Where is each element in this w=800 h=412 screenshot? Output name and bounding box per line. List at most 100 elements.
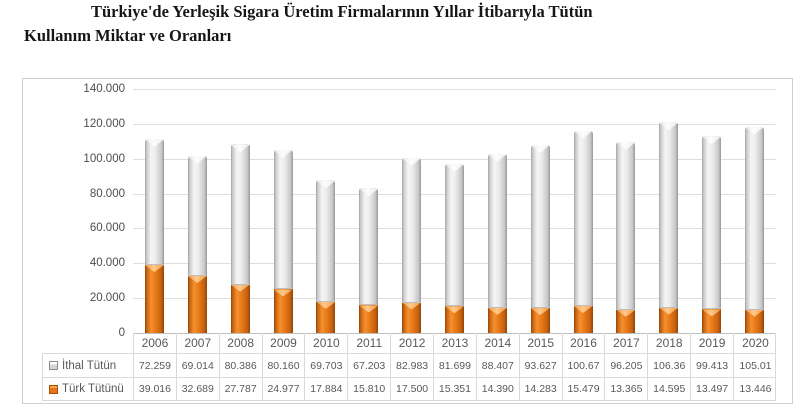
year-cell: 2020: [742, 336, 769, 350]
bar-segment-turk-tutunu: [187, 276, 207, 333]
year-cell: 2017: [605, 333, 649, 353]
legend-item-turk: Türk Tütünü: [43, 378, 134, 400]
y-axis: 140.000 120.000 100.000 80.000 60.000 40.000 2…: [23, 83, 125, 339]
value-cell: 72.259: [134, 354, 177, 377]
value-cell: 88.407: [477, 354, 520, 377]
bar-column-2013: [433, 89, 476, 333]
value-cell: 17.884: [305, 378, 349, 400]
bar-segment-ithal-tutun: [144, 139, 164, 266]
bar-segment-turk-tutunu: [402, 302, 422, 333]
bar-segment-turk-tutunu: [273, 289, 293, 333]
value-cell: 14.283: [520, 378, 563, 400]
bar-segment-ithal-tutun: [402, 157, 422, 303]
bar-segment-ithal-tutun: [230, 144, 250, 285]
bar-segment-turk-tutunu: [230, 284, 250, 333]
x-axis-category-row: 2006 2007 2008 2009 2010 2011 2012 2013 2014 2015…: [133, 333, 776, 353]
y-axis-label: 0: [118, 327, 125, 339]
bar-column-2017: [605, 89, 648, 333]
bar-segment-turk-tutunu: [530, 308, 550, 333]
value-cell: 69.014: [177, 354, 220, 377]
bar-segment-ithal-tutun: [745, 126, 765, 310]
value-cell: 15.810: [348, 378, 392, 400]
bar-segment-ithal-tutun: [487, 153, 507, 308]
bar-column-2007: [176, 89, 219, 333]
bar-segment-ithal-tutun: [359, 188, 379, 306]
bar-segment-ithal-tutun: [444, 163, 464, 307]
y-axis-label: 140.000: [83, 83, 125, 95]
value-cell: 93.627: [520, 354, 563, 377]
chart-title-line1: Türkiye'de Yerleşik Sigara Üretim Firmal…: [91, 2, 593, 21]
year-cell: 2012: [391, 333, 435, 353]
data-table-row-turk: Türk Tütünü 39.016 32.689 27.787 24.977 17.8…: [42, 377, 776, 401]
bar-column-2014: [476, 89, 519, 333]
value-cell: 106.36: [648, 354, 692, 377]
value-cell: 24.977: [263, 378, 306, 400]
bar-segment-ithal-tutun: [702, 136, 722, 310]
bar-column-2020: [733, 89, 776, 333]
bar-segment-ithal-tutun: [616, 142, 636, 310]
data-table-row-ithal: İthal Tütün 72.259 69.014 80.386 80.160 69.7…: [42, 353, 776, 377]
bar-segment-turk-tutunu: [444, 306, 464, 333]
bar-column-2016: [562, 89, 605, 333]
value-cell: 32.689: [177, 378, 220, 400]
bar-column-2011: [347, 89, 390, 333]
value-cell: 100.67: [563, 354, 606, 377]
value-cell: 82.983: [391, 354, 435, 377]
year-cell: 2009: [263, 333, 306, 353]
value-cell: 13.365: [605, 378, 649, 400]
ithal-cylinder-legend-icon: [49, 361, 58, 370]
value-cell: 80.160: [263, 354, 306, 377]
chart-title-line2: Kullanım Miktar ve Oranları: [24, 26, 232, 45]
bar-column-2008: [219, 89, 262, 333]
value-cell: 15.479: [563, 378, 606, 400]
bar-segment-turk-tutunu: [573, 306, 593, 333]
bar-segment-ithal-tutun: [573, 130, 593, 307]
value-cell: 67.203: [348, 354, 392, 377]
bar-segment-turk-tutunu: [144, 265, 164, 333]
bar-column-2010: [304, 89, 347, 333]
year-cell: 2019: [691, 333, 735, 353]
value-cell: 13.446: [739, 383, 772, 395]
chart-title: Türkiye'de Yerleşik Sigara Üretim Firmal…: [0, 0, 800, 48]
year-cell: 2016: [563, 333, 606, 353]
year-cell: 2018: [648, 333, 692, 353]
year-cell: 2011: [348, 333, 392, 353]
legend-label-turk: Türk Tütünü: [62, 383, 124, 395]
value-cell: 14.595: [648, 378, 692, 400]
bar-segment-ithal-tutun: [659, 122, 679, 308]
gridline: [133, 158, 776, 160]
x-axis-line: [133, 333, 776, 334]
value-cell: 15.351: [434, 378, 477, 400]
bar-column-2015: [519, 89, 562, 333]
chart-frame: 140.000 120.000 100.000 80.000 60.000 40.000 2…: [22, 78, 793, 404]
bar-segment-turk-tutunu: [745, 309, 765, 333]
gridline: [133, 89, 776, 90]
value-cell: 17.500: [391, 378, 435, 400]
value-cell: 69.703: [305, 354, 349, 377]
bar-column-2019: [690, 89, 733, 333]
bar-segment-ithal-tutun: [273, 149, 293, 290]
legend-item-ithal: İthal Tütün: [43, 354, 134, 377]
value-cell: 80.386: [220, 354, 263, 377]
y-axis-label: 20.000: [89, 292, 125, 305]
plot-area: [133, 89, 776, 333]
bar-segment-turk-tutunu: [616, 309, 636, 333]
value-cell: 81.699: [434, 354, 477, 377]
value-cell: 99.413: [691, 354, 735, 377]
bar-column-2009: [262, 89, 305, 333]
year-cell: 2007: [177, 333, 220, 353]
y-axis-label: 120.000: [83, 117, 125, 130]
bar-column-2012: [390, 89, 433, 333]
year-cell: 2008: [220, 333, 263, 353]
legend-label-ithal: İthal Tütün: [62, 359, 117, 372]
bar-segment-turk-tutunu: [359, 305, 379, 333]
y-axis-label: 80.000: [89, 187, 125, 200]
bar-column-2006: [133, 89, 176, 333]
bar-segment-ithal-tutun: [530, 144, 550, 309]
year-cell: 2013: [434, 333, 477, 353]
year-cell: 2015: [520, 333, 563, 353]
bar-column-2018: [647, 89, 690, 333]
value-cell: 13.497: [691, 378, 735, 400]
value-cell: 14.390: [477, 378, 520, 400]
y-axis-label: 60.000: [89, 222, 125, 235]
